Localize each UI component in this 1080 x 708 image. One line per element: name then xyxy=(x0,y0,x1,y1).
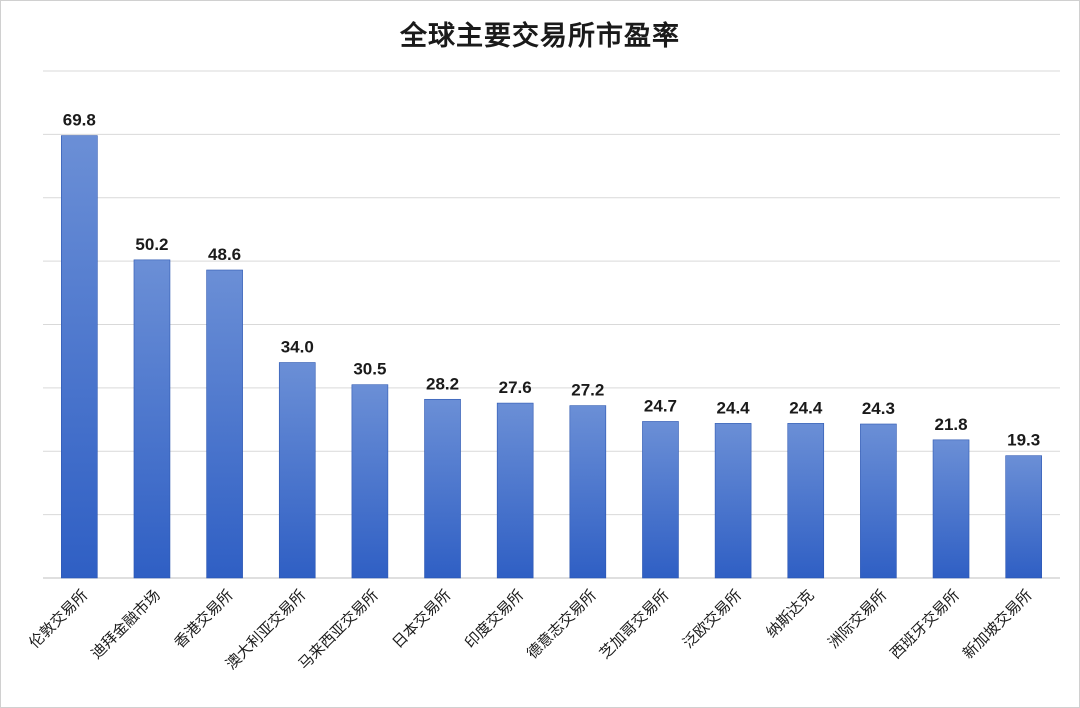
value-label: 21.8 xyxy=(934,415,967,434)
bars xyxy=(61,135,1042,579)
value-label: 30.5 xyxy=(353,360,386,379)
value-label: 19.3 xyxy=(1007,431,1040,450)
bar xyxy=(932,439,970,579)
category-label: 西班牙交易所 xyxy=(886,586,962,662)
value-label: 28.2 xyxy=(426,374,459,393)
value-label: 34.0 xyxy=(281,338,314,357)
gridlines xyxy=(43,70,1060,579)
category-label: 香港交易所 xyxy=(171,586,237,652)
value-label: 48.6 xyxy=(208,245,241,264)
value-label: 69.8 xyxy=(63,111,96,130)
category-label: 日本交易所 xyxy=(389,586,455,652)
category-label: 德意志交易所 xyxy=(523,586,599,662)
bar xyxy=(642,421,679,579)
value-label: 50.2 xyxy=(135,235,168,254)
value-label: 24.4 xyxy=(717,398,751,417)
value-label: 27.6 xyxy=(499,378,532,397)
category-label: 印度交易所 xyxy=(461,586,527,652)
category-label: 芝加哥交易所 xyxy=(596,586,672,662)
bar xyxy=(714,423,752,579)
bar xyxy=(1005,455,1042,579)
bar xyxy=(133,259,171,579)
bar xyxy=(351,384,389,579)
category-label: 泛欧交易所 xyxy=(679,586,745,652)
chart-title: 全球主要交易所市盈率 xyxy=(400,21,680,52)
category-label: 迪拜金融市场 xyxy=(87,586,163,662)
category-label: 伦敦交易所 xyxy=(25,586,91,652)
category-label: 洲际交易所 xyxy=(824,586,890,652)
bar xyxy=(787,423,825,579)
bar xyxy=(424,398,461,579)
category-label: 纳斯达克 xyxy=(762,586,817,641)
bar xyxy=(278,362,316,579)
bar xyxy=(860,423,897,579)
value-label: 24.7 xyxy=(644,396,677,415)
value-labels: 69.8 50.2 48.6 34.0 30.5 28.2 27.6 27.2 24.7 24.4… xyxy=(63,111,1040,450)
bar xyxy=(206,269,243,579)
bar xyxy=(496,402,534,579)
category-label: 新加坡交易所 xyxy=(959,586,1035,662)
bar xyxy=(569,405,607,579)
value-label: 27.2 xyxy=(571,381,604,400)
bar xyxy=(61,135,98,579)
value-label: 24.4 xyxy=(789,398,823,417)
value-label: 24.3 xyxy=(862,399,895,418)
